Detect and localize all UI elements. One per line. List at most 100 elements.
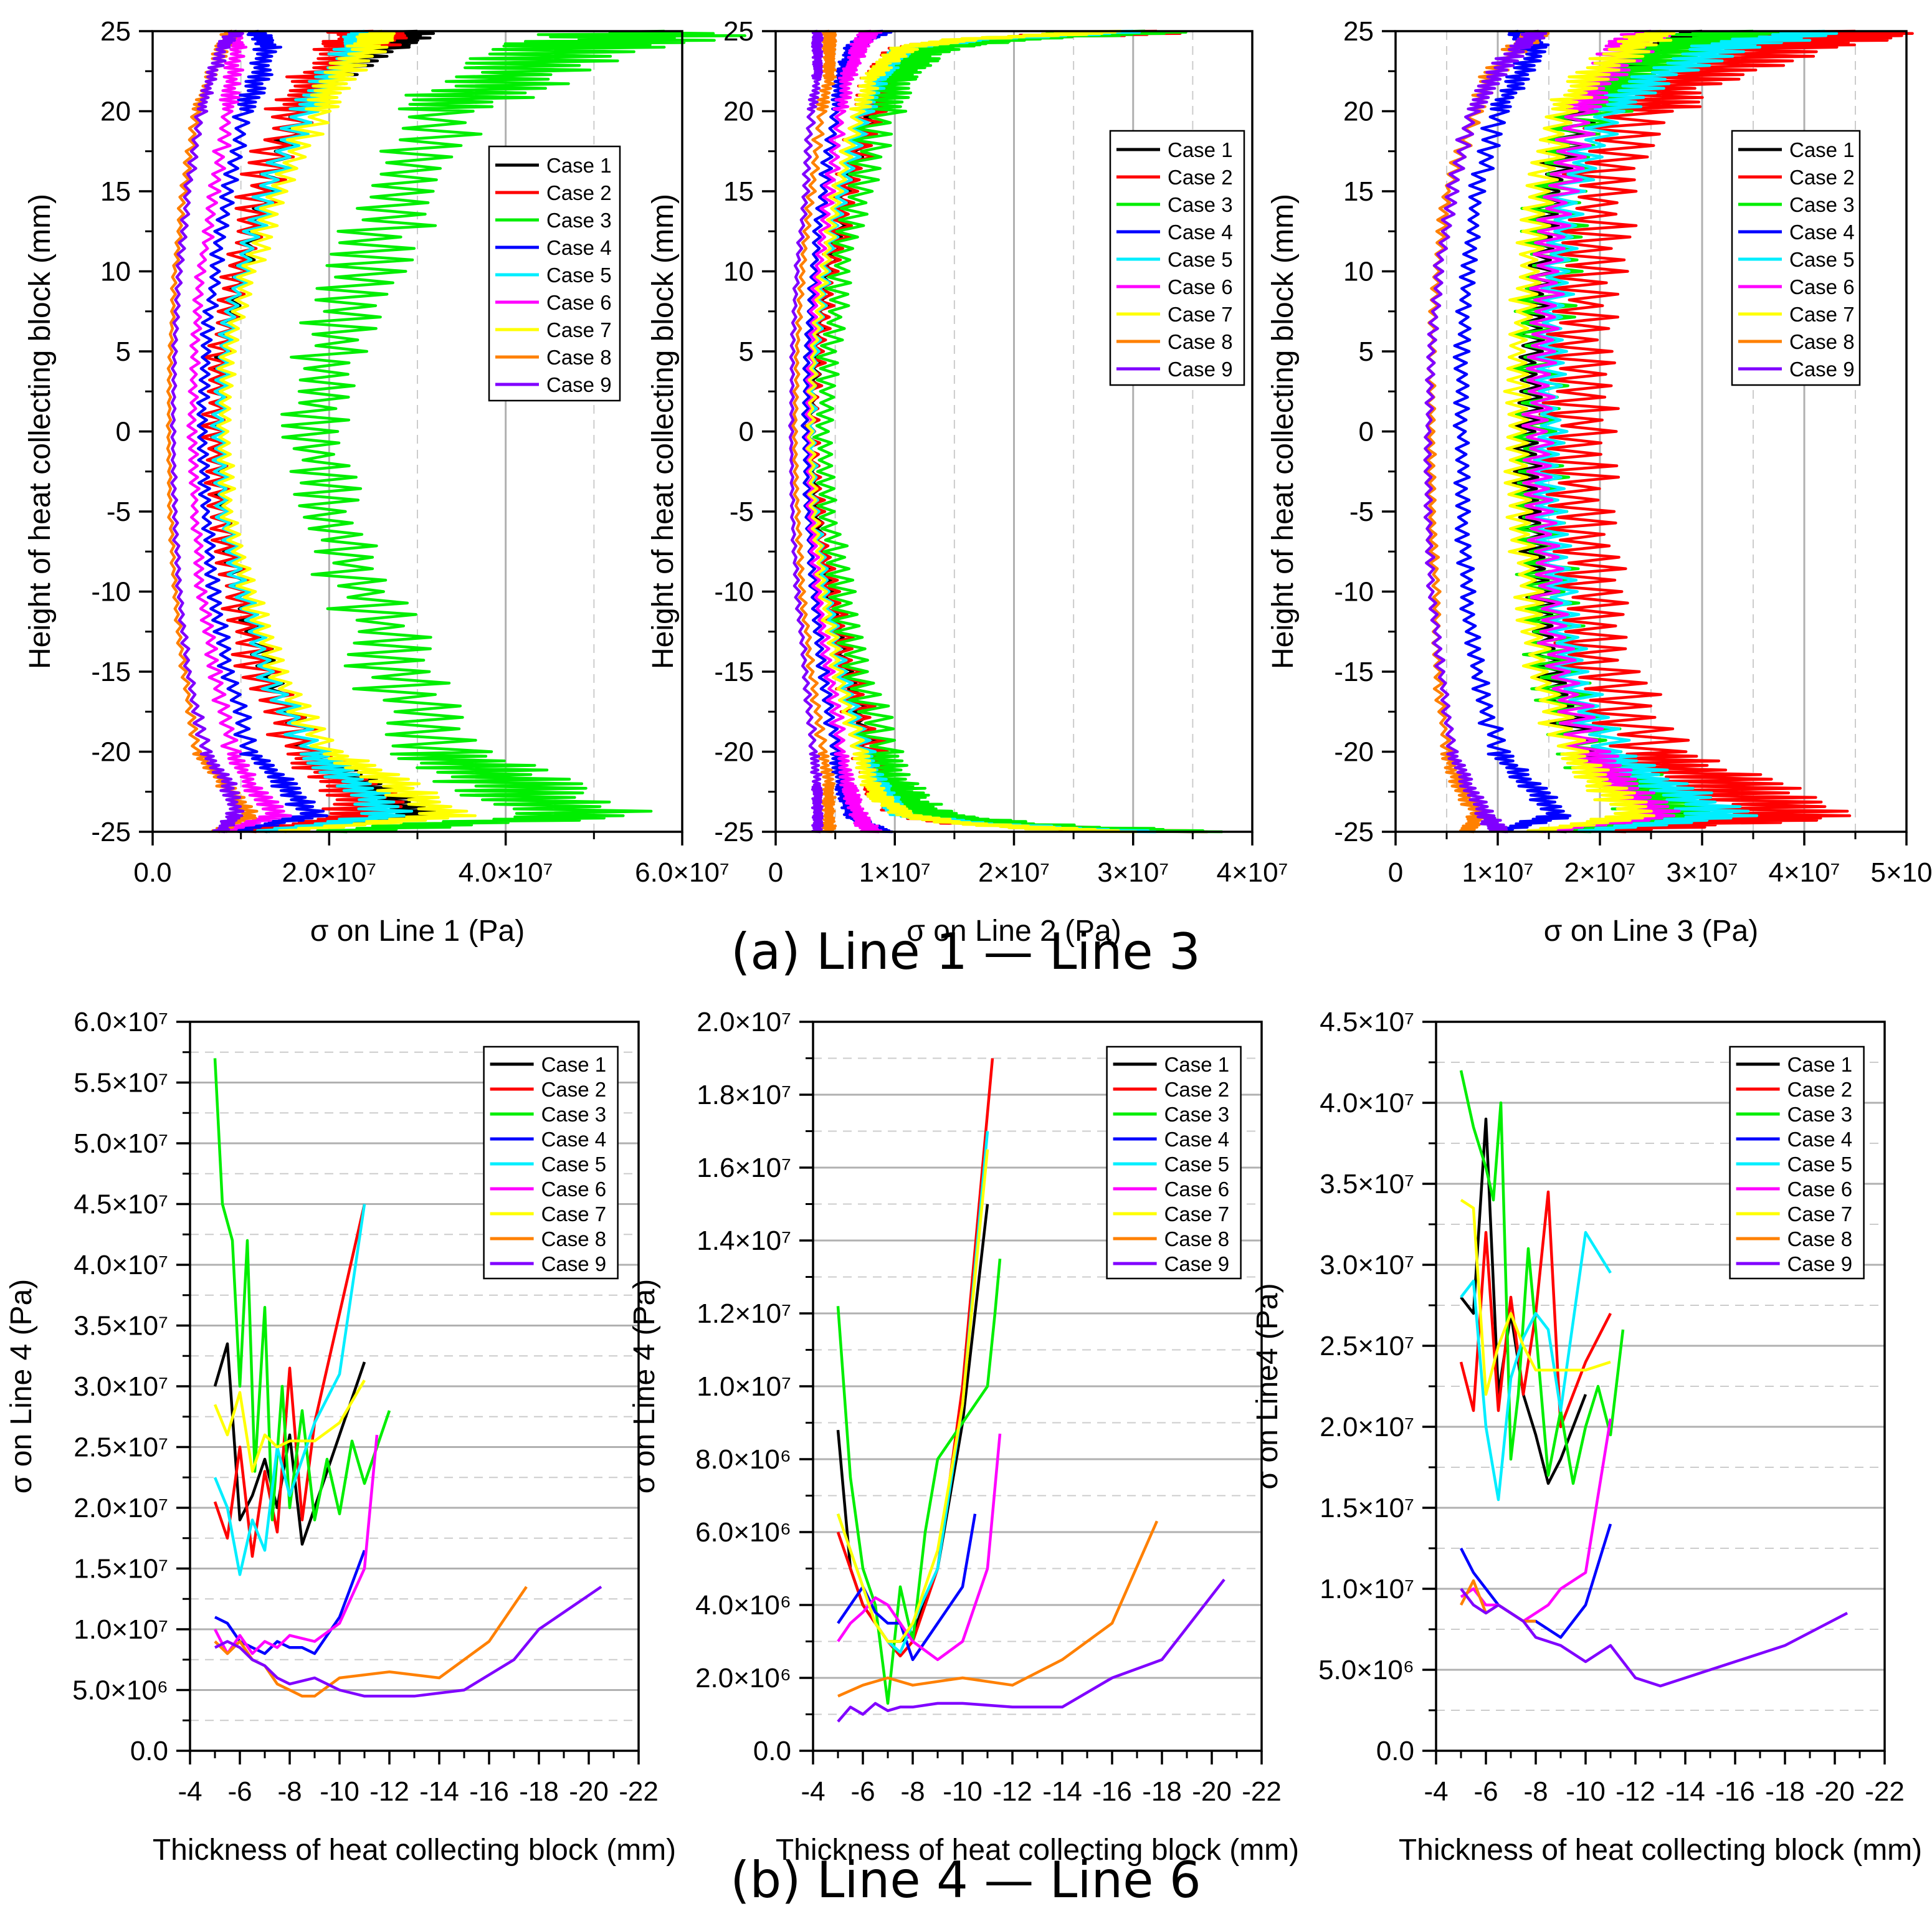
- legend-entry: Case 8: [1789, 330, 1855, 353]
- legend-entry: Case 3: [1164, 1103, 1230, 1126]
- series-line-case-5: [1460, 1231, 1612, 1502]
- x-tick-label: -14: [1042, 1776, 1082, 1807]
- y-tick-label: -15: [714, 657, 754, 687]
- x-tick-label: 0: [1388, 857, 1403, 888]
- y-axis-label: σ on Line 4 (Pa): [5, 1279, 38, 1493]
- series-line-case-7: [1503, 29, 1676, 834]
- legend-entry: Case 4: [1164, 1128, 1230, 1151]
- legend-entry: Case 6: [541, 1178, 607, 1201]
- x-tick-label: -6: [1473, 1776, 1498, 1807]
- legend-entry: Case 3: [541, 1103, 607, 1126]
- y-tick-label: 10: [100, 257, 131, 287]
- y-tick-label: 6.0×10⁷: [74, 1007, 168, 1037]
- x-tick-label: -22: [1865, 1776, 1905, 1807]
- y-axis-label: Height of heat collecting block (mm): [1267, 194, 1300, 669]
- x-tick-label: -16: [469, 1776, 509, 1807]
- legend-entry: Case 2: [546, 181, 612, 204]
- y-tick-label: 5: [739, 336, 754, 367]
- legend-entry: Case 1: [1787, 1053, 1853, 1076]
- y-tick-label: -10: [91, 577, 131, 607]
- x-tick-label: -16: [1092, 1776, 1132, 1807]
- y-tick-label: 20: [100, 97, 131, 127]
- y-tick-label: 5.0×10⁶: [72, 1675, 168, 1706]
- legend-entry: Case 1: [1789, 138, 1855, 161]
- y-tick-label: 5.0×10⁷: [74, 1128, 168, 1159]
- y-tick-label: -20: [1334, 737, 1374, 768]
- panel-b2: -4 -6 -8 -10 -12 -14 -16 -18 -20 -22 0.0 2.0×10⁶ 4.0…: [628, 1007, 1299, 1867]
- x-tick-label: -6: [850, 1776, 875, 1807]
- y-tick-label: 3.0×10⁷: [74, 1371, 168, 1402]
- x-tick-label: -12: [1616, 1776, 1655, 1807]
- y-tick-label: 4.0×10⁷: [74, 1250, 168, 1280]
- legend-entry: Case 7: [1164, 1202, 1230, 1226]
- legend-entry: Case 5: [1789, 248, 1855, 271]
- legend-entry: Case 7: [1787, 1202, 1853, 1226]
- y-tick-label: 3.5×10⁷: [1320, 1169, 1414, 1199]
- x-tick-label: 4×10⁷: [1768, 857, 1840, 888]
- x-tick-label: 5×10⁷: [1870, 857, 1932, 888]
- x-axis-label: σ on Line 1 (Pa): [310, 915, 525, 948]
- series-line-case-3: [213, 1058, 391, 1521]
- y-tick-label: 2.0×10⁷: [74, 1493, 168, 1523]
- legend-entry: Case 5: [541, 1153, 607, 1176]
- y-tick-label: 0.0: [753, 1736, 791, 1766]
- legend-entry: Case 9: [1164, 1252, 1230, 1275]
- legend-entry: Case 8: [1168, 330, 1233, 353]
- y-tick-label: 5.0×10⁶: [1318, 1655, 1414, 1685]
- x-axis-label: Thickness of heat collecting block (mm): [153, 1834, 676, 1867]
- y-tick-label: 0: [739, 417, 754, 447]
- legend-entry: Case 7: [1789, 303, 1855, 326]
- y-tick-label: -5: [730, 497, 754, 527]
- series-line-case-9: [169, 29, 245, 834]
- x-tick-label: -22: [619, 1776, 659, 1807]
- legend-entry: Case 9: [546, 373, 612, 396]
- y-tick-label: 15: [100, 176, 131, 207]
- y-tick-label: 0: [1359, 417, 1374, 447]
- y-tick-label: 3.5×10⁷: [74, 1311, 168, 1341]
- series-line-case-6: [186, 29, 292, 834]
- y-tick-label: 4.5×10⁷: [1320, 1007, 1414, 1037]
- series-line-case-4: [1452, 29, 1572, 834]
- panel-a2: 0 1×10⁷ 2×10⁷ 3×10⁷ 4×10⁷ -25 -20 -15 -10 -5 0 5 10 1…: [647, 16, 1288, 948]
- y-tick-label: 1.0×10⁷: [74, 1614, 168, 1645]
- y-tick-label: -25: [714, 817, 754, 847]
- y-tick-label: -25: [91, 817, 131, 847]
- panel-b1: -4 -6 -8 -10 -12 -14 -16 -18 -20 -22 0.0 5.0×10⁶ 1.0…: [5, 1007, 676, 1867]
- series-line-case-7: [1460, 1199, 1611, 1396]
- x-tick-label: -14: [1665, 1776, 1705, 1807]
- y-tick-label: 5: [1359, 336, 1374, 367]
- legend-entry: Case 3: [1787, 1103, 1853, 1126]
- y-tick-label: 1.8×10⁷: [697, 1080, 791, 1110]
- x-tick-label: 6.0×10⁷: [635, 857, 730, 888]
- y-tick-label: -25: [1334, 817, 1374, 847]
- y-tick-label: -20: [91, 737, 131, 768]
- x-tick-label: -20: [1815, 1776, 1855, 1807]
- x-tick-label: -20: [1192, 1776, 1232, 1807]
- series-line-case-8: [837, 1520, 1159, 1698]
- legend-entry: Case 5: [1164, 1153, 1230, 1176]
- y-tick-label: 3.0×10⁷: [1320, 1250, 1414, 1280]
- y-tick-label: 1.4×10⁷: [697, 1226, 791, 1256]
- legend-entry: Case 5: [546, 264, 612, 287]
- x-tick-label: -18: [519, 1776, 559, 1807]
- series-line-case-4: [214, 1550, 366, 1655]
- series-line-case-5: [1529, 29, 1839, 834]
- legend-entry: Case 1: [1168, 138, 1233, 161]
- x-tick-label: -4: [801, 1776, 825, 1807]
- x-tick-label: 3×10⁷: [1666, 857, 1738, 888]
- x-tick-label: -12: [369, 1776, 409, 1807]
- y-tick-label: -10: [1334, 577, 1374, 607]
- x-tick-label: 2×10⁷: [1564, 857, 1635, 888]
- series-line-case-5: [213, 1204, 366, 1576]
- y-tick-label: 2.0×10⁶: [695, 1663, 791, 1693]
- x-tick-label: 3×10⁷: [1097, 857, 1169, 888]
- x-tick-label: -16: [1715, 1776, 1755, 1807]
- y-tick-label: 2.5×10⁷: [74, 1432, 168, 1463]
- panel-a1: 0.0 2.0×10⁷ 4.0×10⁷ 6.0×10⁷ -25 -20 -15 -10 -5 0 5…: [24, 16, 746, 948]
- y-tick-label: 20: [723, 97, 754, 127]
- y-tick-label: 0.0: [130, 1736, 168, 1766]
- y-tick-label: 8.0×10⁶: [695, 1444, 791, 1475]
- legend-entry: Case 9: [1168, 358, 1233, 381]
